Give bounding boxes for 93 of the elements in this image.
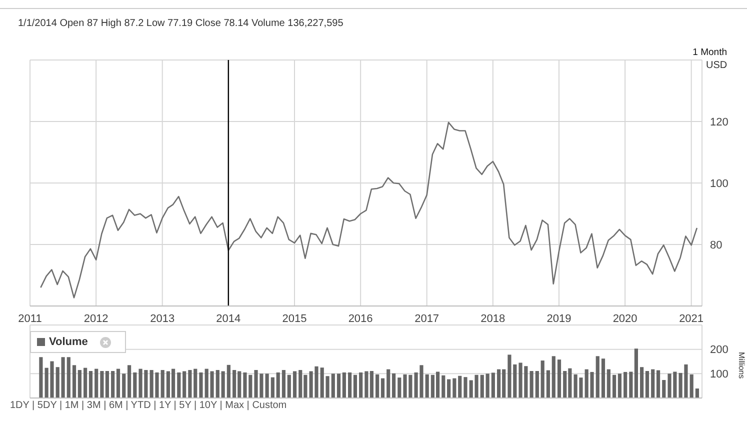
bar <box>276 372 280 398</box>
bar <box>606 369 610 398</box>
bar <box>199 372 203 398</box>
bar <box>111 370 115 398</box>
bar <box>425 374 429 398</box>
bar <box>376 374 380 398</box>
bar <box>270 377 274 398</box>
bar <box>656 370 660 398</box>
bar <box>116 368 120 398</box>
bar <box>552 356 556 398</box>
bar <box>221 371 225 398</box>
bar <box>530 370 534 398</box>
bar <box>348 372 352 398</box>
bar <box>690 374 694 398</box>
y-axis-title: USD <box>706 60 728 71</box>
bar <box>557 360 562 398</box>
bar <box>651 369 655 398</box>
bar <box>392 373 396 398</box>
text: 1DY | 5DY | 1M | 3M | 6M | YTD | 1Y | 5Y | 10Y | Max | Custom <box>10 400 287 411</box>
bar <box>380 378 385 398</box>
text: 1/1/2014 Open 87 High 87.2 Low 77.19 Close 78.14 Volume 136,227,595 <box>18 18 344 29</box>
bar <box>640 367 644 398</box>
y-tick-label: 120 <box>710 116 728 128</box>
bar <box>94 368 98 398</box>
y-tick-label: 200 <box>710 344 728 356</box>
text: 1 Month <box>692 47 727 58</box>
bar <box>540 360 544 398</box>
bar <box>353 374 358 398</box>
bar <box>370 370 374 398</box>
x-tick-label: 2011 <box>18 312 42 325</box>
bar <box>464 377 468 398</box>
bar <box>452 378 456 398</box>
bar <box>177 372 181 398</box>
x-tick-label: 2016 <box>348 312 373 325</box>
bar <box>84 368 88 398</box>
bar <box>292 371 297 398</box>
bar <box>122 374 126 398</box>
y-tick-label: 100 <box>710 368 728 381</box>
x-tick-label: 2015 <box>282 312 307 325</box>
bar <box>342 372 346 398</box>
bar <box>442 375 446 398</box>
bar <box>386 369 390 398</box>
bar <box>336 374 341 398</box>
bar <box>645 370 650 398</box>
x-tick-label: 2021 <box>679 312 704 325</box>
bar <box>226 364 230 398</box>
bar <box>160 370 164 398</box>
bar <box>624 372 628 398</box>
bar <box>480 374 484 398</box>
bar <box>182 371 186 398</box>
bar <box>39 357 43 398</box>
y-tick-label: 100 <box>710 178 728 190</box>
bar <box>612 374 616 398</box>
line-series <box>40 122 698 298</box>
x-tick-label: 2013 <box>150 312 175 325</box>
bar <box>359 372 363 398</box>
bar <box>491 372 495 398</box>
bar <box>695 388 699 398</box>
x-tick-label: 2020 <box>612 312 638 325</box>
bar <box>282 370 286 398</box>
x-tick-label: 2017 <box>414 312 440 325</box>
bar <box>331 374 335 398</box>
bar <box>66 357 70 398</box>
bar <box>398 378 402 398</box>
bar <box>127 365 132 398</box>
bar <box>265 374 269 398</box>
bar <box>546 370 550 398</box>
bar <box>72 365 76 398</box>
bar <box>601 358 606 398</box>
x-tick-label: 2019 <box>546 312 572 325</box>
bar <box>364 371 368 398</box>
bar <box>634 348 638 398</box>
legend-label: Volume <box>49 336 88 348</box>
bar <box>447 379 451 398</box>
bar <box>133 372 137 398</box>
bar <box>78 370 82 398</box>
bar <box>535 370 539 398</box>
bar <box>629 372 633 398</box>
x-tick-label: 2018 <box>480 312 506 325</box>
bar <box>88 370 93 398</box>
bar <box>287 374 291 398</box>
bar <box>216 370 220 398</box>
bar <box>618 374 622 398</box>
bar <box>486 374 490 398</box>
bar <box>188 370 192 398</box>
bar <box>596 356 600 398</box>
y-tick-label: 80 <box>710 239 722 252</box>
x-tick-label: 2014 <box>216 312 241 325</box>
bar <box>458 376 462 398</box>
bar <box>194 368 198 398</box>
y-axis-title: Millions <box>737 352 746 379</box>
bar <box>662 380 666 398</box>
x-tick-label: 2012 <box>84 312 108 325</box>
